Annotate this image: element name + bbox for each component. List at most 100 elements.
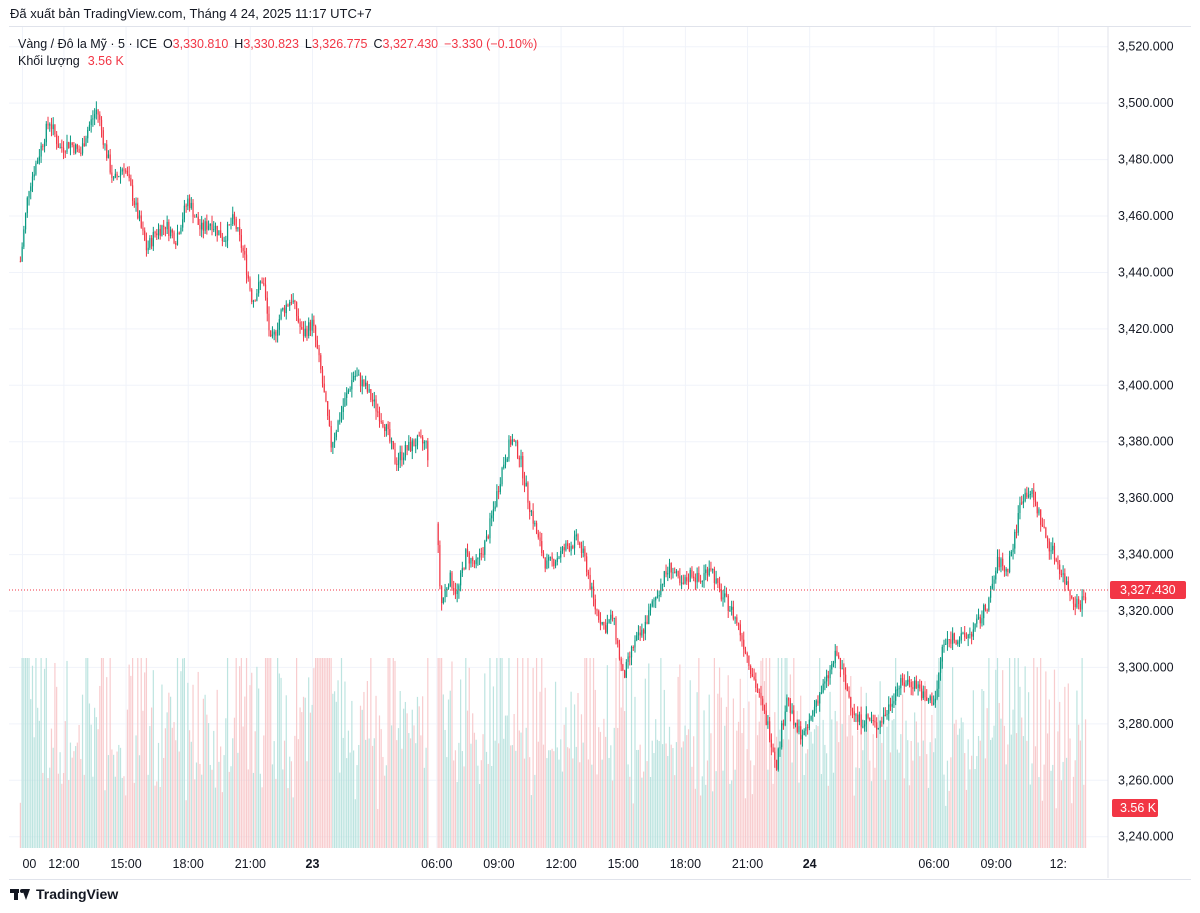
volume-bar <box>605 736 607 848</box>
volume-bar <box>1065 757 1068 848</box>
volume-bar <box>59 752 61 848</box>
volume-bar <box>192 684 194 848</box>
candle-body <box>444 589 446 598</box>
candle-body <box>682 582 684 584</box>
candle-body <box>133 200 135 206</box>
volume-bar <box>976 756 978 848</box>
candle-body <box>808 719 810 728</box>
volume-bar <box>409 738 412 848</box>
volume-bar <box>451 661 453 848</box>
volume-bar <box>807 749 809 848</box>
candle-body <box>145 240 148 251</box>
candle-body <box>824 681 826 684</box>
candle-body <box>817 700 819 704</box>
candle-body <box>587 571 589 575</box>
candle-body <box>888 704 890 714</box>
candle-body <box>698 573 700 582</box>
candle-body <box>128 174 130 179</box>
volume-bar <box>271 764 274 848</box>
symbol-label[interactable]: Vàng / Đô la Mỹ · 5 · ICE <box>18 37 157 51</box>
volume-bar <box>739 678 741 848</box>
candle-body <box>850 697 852 708</box>
candle-body <box>211 223 213 231</box>
volume-bar <box>844 674 847 848</box>
candle-body <box>812 710 814 716</box>
candle-body <box>674 572 676 574</box>
volume-bar <box>318 658 320 848</box>
volume-bar <box>1027 692 1030 848</box>
candle-body <box>706 569 709 576</box>
volume-bar <box>541 658 543 848</box>
candle-body <box>693 576 695 578</box>
volume-bar <box>401 748 403 848</box>
volume-bar <box>230 766 232 848</box>
candle-body <box>945 643 947 645</box>
volume-bar <box>261 787 263 848</box>
candle-body <box>42 145 44 147</box>
volume-bar <box>263 735 265 848</box>
volume-bar <box>47 778 49 848</box>
candle-body <box>860 714 862 727</box>
candle-body <box>727 595 729 611</box>
volume-bar <box>182 658 184 848</box>
candle-body <box>648 610 650 624</box>
candle-body <box>995 570 997 580</box>
volume-bar <box>910 741 912 848</box>
volume-bar <box>328 658 331 848</box>
candle-body <box>390 441 393 443</box>
volume-bar <box>693 736 695 848</box>
volume-bar <box>924 681 926 848</box>
x-tick-label: 15:00 <box>110 857 141 871</box>
volume-bar <box>775 736 778 848</box>
candle-body <box>556 558 558 562</box>
candle-body <box>439 545 441 587</box>
candle-body <box>309 322 312 331</box>
candle-body <box>596 609 598 611</box>
volume-bar <box>92 776 94 848</box>
volume-bar <box>333 691 336 848</box>
volume-bar <box>938 658 940 848</box>
volume-bar <box>316 658 318 848</box>
volume-bar <box>365 739 367 848</box>
volume-bar <box>655 719 657 848</box>
candle-body <box>121 169 123 172</box>
volume-bar <box>1003 725 1006 848</box>
volume-bar <box>1029 784 1031 848</box>
volume-bar <box>981 688 983 848</box>
candle-body <box>601 622 603 625</box>
volume-bar <box>724 725 726 848</box>
candle-body <box>183 205 186 220</box>
candle-body <box>330 425 332 448</box>
volume-bar <box>61 783 63 848</box>
candle-body <box>1069 590 1071 596</box>
candle-body <box>163 225 165 227</box>
volume-bar <box>943 774 945 848</box>
candle-body <box>484 541 486 555</box>
volume-bar <box>104 790 106 848</box>
candle-body <box>834 650 836 663</box>
volume-bar <box>895 658 897 848</box>
candle-body <box>447 586 450 589</box>
ohlc-row: Vàng / Đô la Mỹ · 5 · ICE O 3,330.810 H 3,… <box>18 36 543 53</box>
candle-body <box>513 439 515 442</box>
volume-bar <box>204 694 206 848</box>
volume-bar <box>817 726 819 848</box>
candle-body <box>886 713 888 716</box>
volume-bar <box>441 658 443 848</box>
candle-body <box>501 467 503 485</box>
candle-body <box>931 696 933 705</box>
volume-bar <box>466 710 469 848</box>
candle-body <box>271 334 274 337</box>
volume-bar <box>425 747 427 848</box>
candle-body <box>166 221 168 230</box>
volume-bar <box>617 727 619 848</box>
candle-body <box>389 429 391 442</box>
candle-body <box>908 679 911 682</box>
volume-label[interactable]: Khối lượng <box>18 54 80 68</box>
volume-bar <box>565 707 567 848</box>
candle-body <box>485 536 488 542</box>
footer-branding[interactable]: TradingView <box>10 886 118 902</box>
candle-body <box>99 114 101 120</box>
y-tick-label: 3,340.000 <box>1118 548 1174 562</box>
